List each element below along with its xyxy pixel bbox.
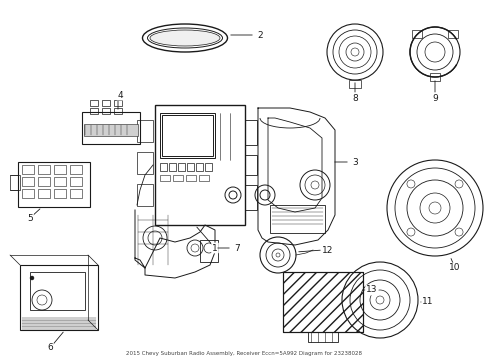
Text: 13: 13 [366, 285, 377, 294]
Bar [84, 124, 138, 136]
Bar [283, 272, 362, 332]
Bar [102, 108, 110, 114]
Bar [10, 175, 20, 190]
Bar [137, 152, 153, 174]
Bar [199, 175, 208, 181]
Text: 2015 Chevy Suburban Radio Assembly, Receiver Eccn=5A992 Diagram for 23238028: 2015 Chevy Suburban Radio Assembly, Rece… [126, 351, 361, 356]
Bar [70, 165, 82, 174]
Bar [348, 80, 360, 88]
Bar [244, 185, 257, 210]
Bar [411, 30, 422, 38]
Bar [54, 165, 66, 174]
Bar [90, 108, 98, 114]
Text: 8: 8 [351, 94, 357, 103]
Bar [114, 100, 122, 106]
Ellipse shape [150, 30, 220, 46]
Bar [70, 189, 82, 198]
Text: 12: 12 [322, 246, 333, 255]
Bar [447, 30, 457, 38]
Bar [204, 163, 212, 171]
Bar [429, 73, 439, 81]
Bar [200, 240, 218, 262]
Bar [30, 272, 85, 310]
Bar [244, 120, 257, 145]
Bar [155, 105, 244, 225]
Bar [160, 113, 215, 158]
Bar [137, 184, 153, 206]
Bar [173, 175, 183, 181]
Text: 1: 1 [212, 243, 218, 252]
Text: 2: 2 [257, 31, 262, 40]
Bar [102, 100, 110, 106]
Bar [18, 162, 90, 207]
Bar [269, 205, 325, 233]
Bar [178, 163, 184, 171]
Text: 9: 9 [431, 94, 437, 103]
Bar [38, 165, 50, 174]
Text: 11: 11 [421, 297, 433, 306]
Text: 7: 7 [234, 243, 240, 252]
Text: 4: 4 [117, 90, 122, 99]
Bar [22, 177, 34, 186]
Bar [54, 189, 66, 198]
Bar [38, 177, 50, 186]
Bar [22, 189, 34, 198]
Bar [196, 163, 203, 171]
Bar [20, 265, 98, 330]
Bar [82, 112, 140, 144]
Bar [90, 100, 98, 106]
Circle shape [30, 276, 34, 280]
Bar [169, 163, 176, 171]
Text: 10: 10 [448, 264, 460, 273]
Bar [283, 272, 362, 332]
Text: 3: 3 [351, 158, 357, 166]
Text: 5: 5 [27, 213, 33, 222]
Bar [160, 175, 170, 181]
Bar [137, 120, 153, 142]
Text: 6: 6 [47, 343, 53, 352]
Bar [244, 155, 257, 175]
Bar [160, 163, 167, 171]
Bar [162, 115, 213, 156]
Bar [70, 177, 82, 186]
Bar [185, 175, 196, 181]
Bar [38, 189, 50, 198]
Bar [186, 163, 194, 171]
Bar [22, 165, 34, 174]
Bar [54, 177, 66, 186]
Bar [114, 108, 122, 114]
Bar [307, 332, 337, 342]
